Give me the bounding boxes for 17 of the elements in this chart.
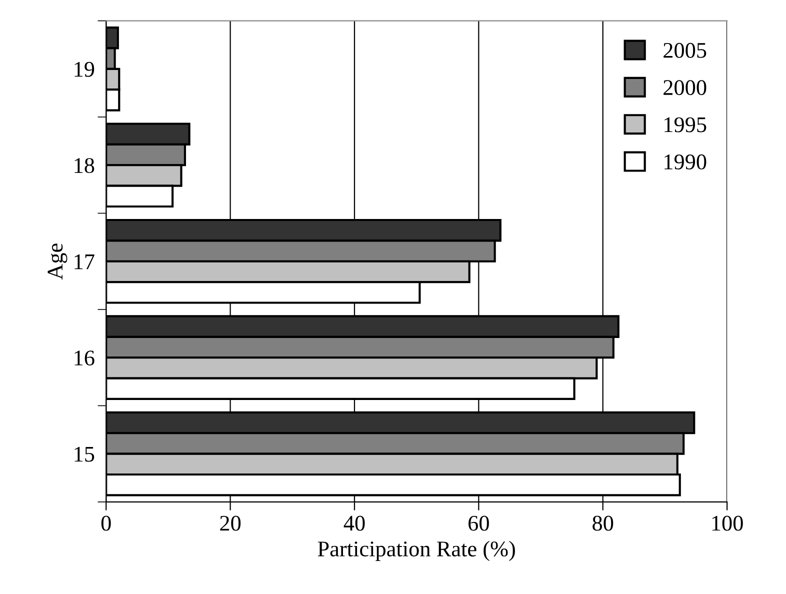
- legend-label: 1995: [664, 117, 706, 132]
- y-tick-label: 16: [74, 350, 94, 366]
- x-tick-label: 0: [101, 516, 111, 531]
- x-tick-label: 100: [712, 516, 743, 531]
- x-axis-title: Participation Rate (%): [318, 540, 515, 561]
- y-tick-label: 15: [74, 446, 94, 462]
- y-tick-label: 17: [74, 254, 94, 270]
- x-tick-label: 80: [592, 516, 614, 531]
- y-tick-label: 19: [74, 62, 94, 77]
- y-axis-title: Age: [48, 244, 68, 280]
- x-tick-label: 20: [220, 516, 241, 531]
- x-tick-label: 40: [344, 516, 365, 531]
- legend-label: 2005: [664, 42, 706, 58]
- legend-label: 1990: [664, 154, 706, 170]
- x-tick-label: 60: [468, 516, 489, 531]
- y-tick-label: 18: [74, 158, 94, 174]
- legend-label: 2000: [664, 80, 706, 96]
